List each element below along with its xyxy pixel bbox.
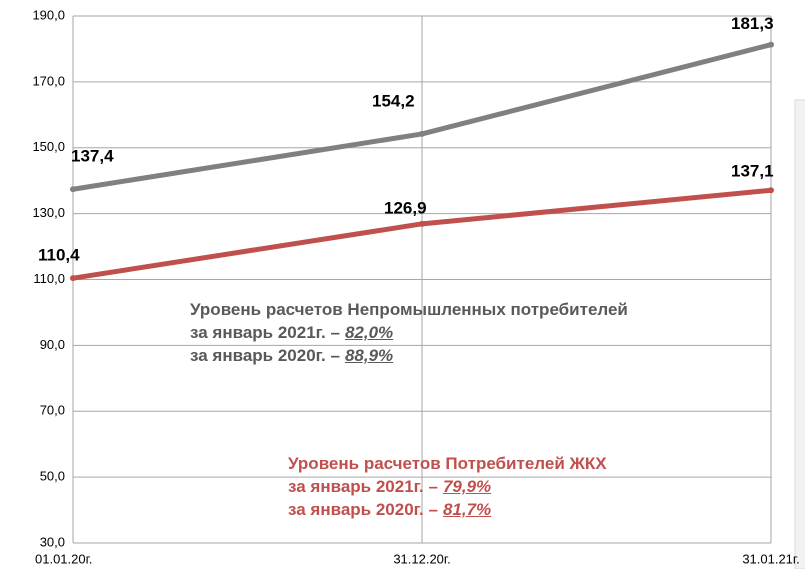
y-tick-label: 30,0 — [40, 534, 65, 549]
point — [419, 220, 425, 227]
annotation-value: 82,0% — [344, 323, 394, 342]
annotation-title: Уровень расчетов Непромышленных потребит… — [190, 300, 628, 319]
point — [768, 187, 774, 194]
x-tick-label: 01.01.20г. — [35, 551, 92, 566]
y-tick-label: 170,0 — [32, 73, 65, 88]
data-label: 181,3 — [731, 14, 774, 33]
annotation-row: за январь 2021г. –79,9% — [288, 475, 758, 498]
data-label: 126,9 — [384, 198, 427, 217]
annotation-value: 88,9% — [344, 346, 394, 365]
y-tick-label: 110,0 — [33, 271, 65, 286]
data-label: 137,4 — [71, 147, 114, 166]
point — [768, 41, 774, 48]
annotation-title: Уровень расчетов Потребителей ЖКХ — [288, 454, 607, 473]
y-tick-label: 190,0 — [32, 7, 65, 22]
y-tick-label: 150,0 — [32, 139, 65, 154]
annotation-row: за январь 2020г. –81,7% — [288, 498, 758, 521]
point — [70, 275, 76, 282]
y-tick-label: 70,0 — [40, 403, 65, 418]
y-tick-label: 50,0 — [40, 469, 65, 484]
point — [419, 130, 425, 137]
annotation: Уровень расчетов Непромышленных потребит… — [190, 298, 660, 367]
annotation-value: 81,7% — [442, 500, 492, 519]
data-label: 137,1 — [731, 162, 774, 181]
x-tick-label: 31.12.20г. — [393, 551, 450, 566]
annotation-label: за январь 2020г. – — [288, 500, 438, 519]
x-tick-label: 31.01.21г. — [742, 551, 799, 566]
data-label: 110,4 — [38, 246, 80, 265]
annotation-value: 79,9% — [442, 477, 492, 496]
y-tick-label: 90,0 — [40, 337, 65, 352]
annotation-row: за январь 2020г. –88,9% — [190, 344, 660, 367]
y-tick-label: 130,0 — [32, 205, 65, 220]
annotation: Уровень расчетов Потребителей ЖКХ за янва… — [288, 452, 758, 521]
annotation-row: за январь 2021г. –82,0% — [190, 321, 660, 344]
point — [70, 186, 76, 193]
annotation-label: за январь 2021г. – — [190, 323, 340, 342]
annotation-label: за январь 2020г. – — [190, 346, 340, 365]
side-panel — [794, 99, 805, 569]
data-label: 154,2 — [372, 91, 415, 110]
annotation-label: за январь 2021г. – — [288, 477, 438, 496]
